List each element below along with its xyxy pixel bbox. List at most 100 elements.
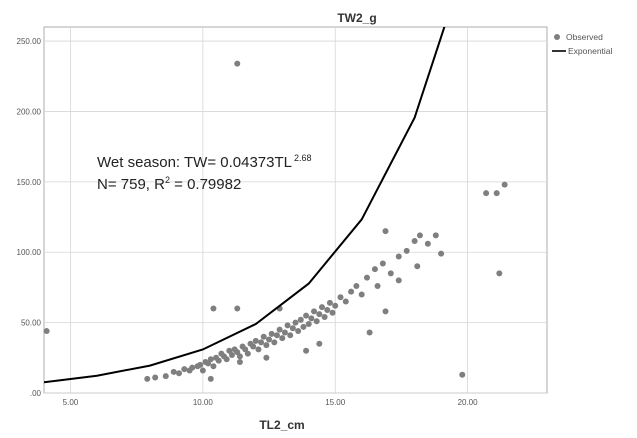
observed-point (424, 240, 431, 247)
observed-point (371, 266, 378, 273)
observed-point (363, 274, 370, 281)
exponential-fit-line (44, 27, 446, 384)
observed-point (234, 60, 241, 67)
observed-point (395, 253, 402, 260)
observed-point (281, 329, 288, 336)
y-tick-label: 100.00 (17, 248, 42, 257)
plot-area (43, 26, 548, 394)
observed-point (263, 342, 270, 349)
observed-point (305, 321, 312, 328)
x-tick-label: 5.00 (63, 398, 79, 407)
stats-suffix: = 0.79982 (170, 176, 241, 193)
y-tick-label: 150.00 (17, 178, 42, 187)
observed-point (311, 308, 318, 315)
observed-point (197, 361, 204, 368)
observed-point (289, 325, 296, 332)
observed-point (382, 308, 389, 315)
observed-point (223, 356, 230, 363)
y-tick-label: 250.00 (17, 37, 42, 46)
observed-point (501, 181, 508, 188)
observed-point (236, 353, 243, 360)
x-axis-title: TL2_cm (259, 418, 304, 432)
observed-point (263, 354, 270, 361)
observed-point (303, 347, 310, 354)
observed-point (321, 313, 328, 320)
observed-point (329, 309, 336, 316)
observed-point (276, 326, 283, 333)
observed-point (244, 350, 251, 357)
observed-point (260, 333, 267, 340)
observed-point (181, 366, 188, 373)
stats-r2-sup: 2 (165, 175, 170, 185)
fit-line-layer (44, 27, 446, 384)
observed-point (496, 270, 503, 277)
observed-point (199, 367, 206, 374)
stats-line: N= 759, R2 = 0.79982 (97, 175, 241, 193)
observed-point (266, 336, 273, 343)
observed-point (326, 299, 333, 306)
x-tick-label: 15.00 (325, 398, 346, 407)
stats-prefix: N= 759, R (97, 176, 165, 193)
observed-point (414, 263, 421, 270)
observed-point (324, 306, 331, 313)
observed-point (234, 305, 241, 312)
equation-exponent: 2.68 (294, 153, 312, 163)
observed-point (379, 260, 386, 267)
observed-point (303, 312, 310, 319)
observed-point (416, 232, 423, 239)
observed-point (387, 270, 394, 277)
y-tick-label: .00 (30, 389, 42, 398)
observed-point (316, 311, 323, 318)
observed-point (313, 318, 320, 325)
observed-point (287, 332, 294, 339)
observed-point (144, 375, 151, 382)
observed-point (308, 315, 315, 322)
chart-title: TW2_g (337, 11, 376, 25)
tick-labels: 5.00 10.00 15.00 20.00 .00 50.00 100.00 150.00 2… (17, 37, 479, 407)
observed-point (271, 339, 278, 346)
observed-point (210, 363, 217, 370)
observed-point (295, 328, 302, 335)
equation-line: Wet season: TW= 0.04373TL 2.68 (97, 153, 312, 171)
observed-point (297, 316, 304, 323)
observed-point (189, 364, 196, 371)
observed-point (258, 339, 265, 346)
observed-point (268, 330, 275, 337)
observed-point (252, 337, 259, 344)
observed-point (250, 343, 257, 350)
observed-point (318, 304, 325, 311)
observed-point (353, 283, 360, 290)
observed-point (459, 371, 466, 378)
observed-point (316, 340, 323, 347)
observed-point (374, 283, 381, 290)
observed-point (432, 232, 439, 239)
observed-point (176, 370, 183, 377)
observed-point (279, 335, 286, 342)
observed-point (403, 247, 410, 254)
observed-point (273, 332, 280, 339)
observed-point (483, 190, 490, 197)
observed-point (162, 373, 169, 380)
observed-point (170, 368, 177, 375)
observed-point (207, 356, 214, 363)
x-tick-label: 20.00 (458, 398, 479, 407)
legend-observed-marker (554, 34, 560, 40)
observed-point (342, 298, 349, 305)
observed-point (284, 322, 291, 329)
observed-point (337, 294, 344, 301)
observed-point (292, 319, 299, 326)
y-tick-label: 50.00 (21, 319, 42, 328)
observed-points (43, 60, 508, 382)
observed-point (411, 237, 418, 244)
observed-point (395, 277, 402, 284)
observed-point (215, 357, 222, 364)
equation-text: Wet season: TW= 0.04373TL (97, 154, 292, 171)
observed-point (348, 288, 355, 295)
observed-point (366, 329, 373, 336)
legend: Observed Exponential (552, 32, 613, 56)
legend-exponential-label: Exponential (568, 46, 613, 56)
observed-point (210, 305, 217, 312)
observed-point (236, 359, 243, 366)
observed-point (43, 328, 50, 335)
